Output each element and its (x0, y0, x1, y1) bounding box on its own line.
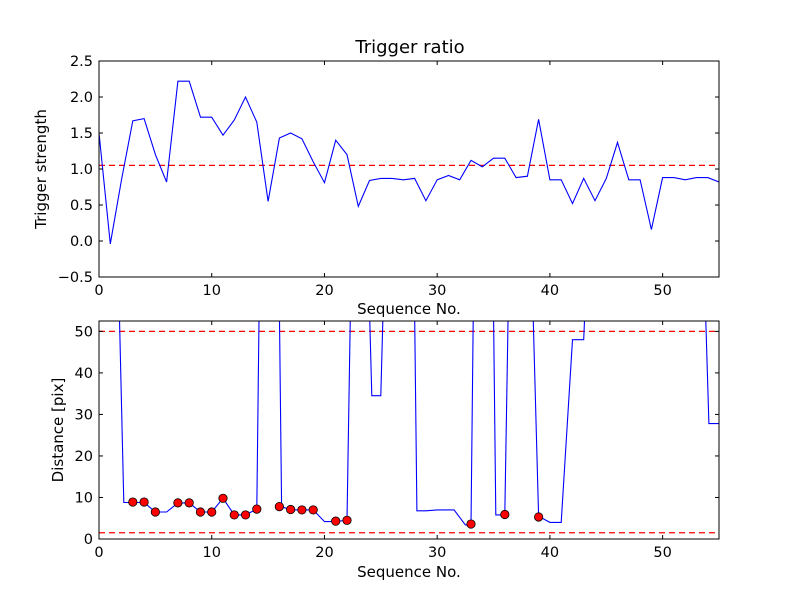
data-point (500, 509, 510, 520)
y-tick-label: 40 (75, 366, 93, 382)
data-point (150, 507, 160, 517)
x-tick-label: 50 (653, 545, 671, 561)
y-tick-label: −0.5 (58, 270, 93, 286)
data-point (184, 498, 194, 508)
data-point (466, 519, 476, 529)
plot-area (99, 321, 719, 539)
data-point (252, 504, 262, 514)
data-point (342, 515, 352, 525)
x-tick-label: 20 (315, 545, 333, 561)
x-tick-label: 40 (541, 545, 559, 561)
data-point (195, 507, 206, 517)
data-point (207, 507, 217, 517)
axes-frame (98, 60, 720, 278)
y-axis-label: Distance [pix] (49, 378, 67, 483)
axes-frame (98, 320, 720, 540)
x-tick-label: 10 (203, 283, 221, 299)
y-axis-label: Trigger strength (32, 109, 50, 230)
data-point (534, 512, 544, 522)
x-tick-label: 40 (541, 283, 559, 299)
data-point (297, 505, 307, 515)
y-tick-label: 1.5 (70, 126, 93, 142)
data-point (128, 497, 138, 507)
data-point (218, 493, 228, 503)
x-tick-label: 0 (94, 283, 103, 299)
y-tick-label: 0.0 (70, 234, 93, 250)
y-tick-label: 10 (75, 490, 93, 506)
y-tick-label: 1.0 (70, 162, 93, 178)
data-point (139, 497, 149, 507)
trigger-ratio-chart: Trigger ratio 0 10 20 30 40 50 −0.5 0.0 0.5 1.0 1.… (32, 37, 720, 318)
data-point (229, 510, 239, 520)
x-tick-label: 10 (203, 545, 221, 561)
data-point (286, 504, 296, 515)
x-axis-label: Sequence No. (357, 563, 461, 581)
distance-chart: 0 10 20 30 40 50 0 10 20 30 40 50 Sequence No. Dist… (49, 320, 720, 581)
data-point (173, 498, 183, 508)
x-tick-label: 30 (428, 283, 446, 299)
data-point (308, 505, 318, 515)
data-point (240, 510, 251, 520)
chart-title: Trigger ratio (354, 37, 464, 58)
plot-area (99, 61, 719, 277)
x-tick-label: 0 (94, 545, 103, 561)
y-tick-label: 50 (75, 324, 93, 340)
x-tick-label: 30 (428, 545, 446, 561)
x-tick-label: 20 (315, 283, 333, 299)
y-tick-label: 20 (75, 449, 93, 465)
y-tick-label: 0 (84, 532, 93, 548)
series-line (99, 80, 719, 244)
x-tick-label: 50 (653, 283, 671, 299)
data-point (274, 502, 284, 512)
x-axis-label: Sequence No. (357, 300, 461, 318)
y-tick-label: 2.5 (70, 54, 93, 70)
y-tick-label: 2.0 (70, 90, 93, 106)
y-tick-label: 30 (75, 407, 93, 423)
data-point (331, 516, 341, 526)
y-tick-label: 0.5 (70, 198, 93, 214)
